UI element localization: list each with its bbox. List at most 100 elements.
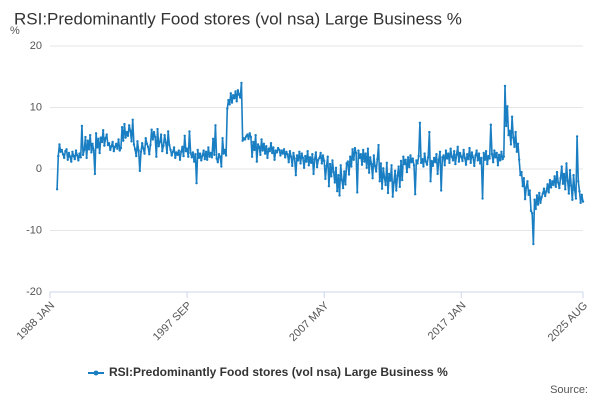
data-point	[105, 133, 108, 136]
data-point	[243, 138, 247, 141]
data-point	[286, 153, 289, 156]
data-point	[366, 147, 370, 150]
data-point	[460, 155, 463, 158]
data-point	[188, 130, 191, 133]
data-point	[66, 158, 69, 161]
data-point	[429, 180, 432, 183]
data-point	[304, 154, 307, 158]
data-point	[431, 164, 435, 168]
data-point	[216, 161, 220, 164]
data-point	[520, 170, 523, 174]
data-point	[406, 156, 410, 159]
data-point	[217, 153, 221, 156]
data-point	[334, 166, 338, 169]
data-point	[236, 89, 240, 92]
data-point	[410, 161, 413, 164]
data-point	[244, 135, 248, 138]
data-point	[250, 155, 254, 158]
data-point	[530, 212, 534, 215]
data-point	[514, 130, 517, 134]
data-point	[506, 105, 509, 108]
data-point	[246, 133, 249, 136]
data-point	[448, 161, 451, 165]
data-point	[548, 178, 552, 182]
data-point	[392, 181, 396, 184]
data-point	[558, 186, 561, 190]
data-point	[229, 92, 233, 95]
data-point	[190, 156, 194, 159]
data-point	[358, 156, 361, 160]
data-point	[207, 146, 210, 149]
data-point	[100, 140, 104, 144]
data-point	[377, 143, 380, 147]
data-point	[560, 165, 563, 168]
data-point	[208, 155, 211, 158]
data-point	[463, 156, 467, 160]
data-point	[142, 147, 145, 150]
data-point	[529, 209, 533, 213]
data-point	[483, 158, 487, 161]
data-point	[254, 133, 257, 137]
data-point	[421, 157, 424, 161]
data-point	[177, 149, 181, 152]
data-point	[274, 149, 277, 152]
data-point	[522, 177, 526, 180]
data-point	[423, 152, 426, 155]
chart-title: RSI:Predominantly Food stores (vol nsa) …	[14, 9, 462, 28]
data-point	[378, 180, 381, 183]
data-point	[374, 170, 378, 173]
data-point	[391, 195, 394, 198]
data-point	[104, 137, 107, 140]
data-point	[195, 181, 198, 185]
data-point	[228, 103, 231, 106]
data-point	[383, 176, 386, 179]
data-point	[189, 151, 192, 155]
data-point	[252, 140, 255, 144]
data-point	[170, 154, 173, 157]
data-point	[359, 153, 363, 156]
data-point	[72, 154, 75, 158]
data-point	[178, 158, 182, 161]
data-point	[181, 145, 184, 149]
data-point	[400, 178, 404, 182]
legend-label: RSI:Predominantly Food stores (vol nsa) …	[109, 365, 448, 379]
data-point	[146, 145, 150, 149]
data-point	[508, 129, 511, 133]
data-point	[534, 207, 537, 211]
data-point	[106, 143, 110, 147]
x-tick-label: 2007 MAY	[287, 299, 332, 344]
data-point	[500, 150, 503, 153]
data-point	[422, 165, 425, 168]
data-point	[579, 201, 582, 205]
data-point	[86, 139, 90, 142]
data-point	[289, 155, 293, 158]
data-point	[272, 146, 275, 149]
data-point	[201, 154, 204, 157]
data-point	[77, 159, 80, 162]
data-point	[292, 151, 295, 155]
data-point	[120, 125, 124, 129]
data-point	[110, 145, 113, 148]
data-point	[354, 151, 358, 155]
data-point	[260, 138, 263, 141]
data-point	[488, 157, 491, 160]
data-point	[281, 152, 285, 155]
data-point	[469, 161, 472, 165]
data-point	[452, 149, 456, 153]
data-point	[417, 154, 420, 158]
data-point	[182, 154, 185, 158]
data-point	[255, 160, 259, 163]
data-point	[187, 155, 190, 158]
data-point	[389, 179, 392, 182]
data-point	[287, 161, 290, 164]
data-point	[415, 159, 418, 162]
data-point	[60, 148, 64, 152]
data-point	[330, 175, 333, 178]
data-point	[468, 146, 471, 150]
data-point	[172, 146, 176, 149]
data-point	[525, 186, 528, 189]
data-point	[257, 145, 261, 149]
data-point	[57, 154, 60, 158]
data-point	[266, 156, 269, 160]
data-point	[247, 137, 250, 141]
